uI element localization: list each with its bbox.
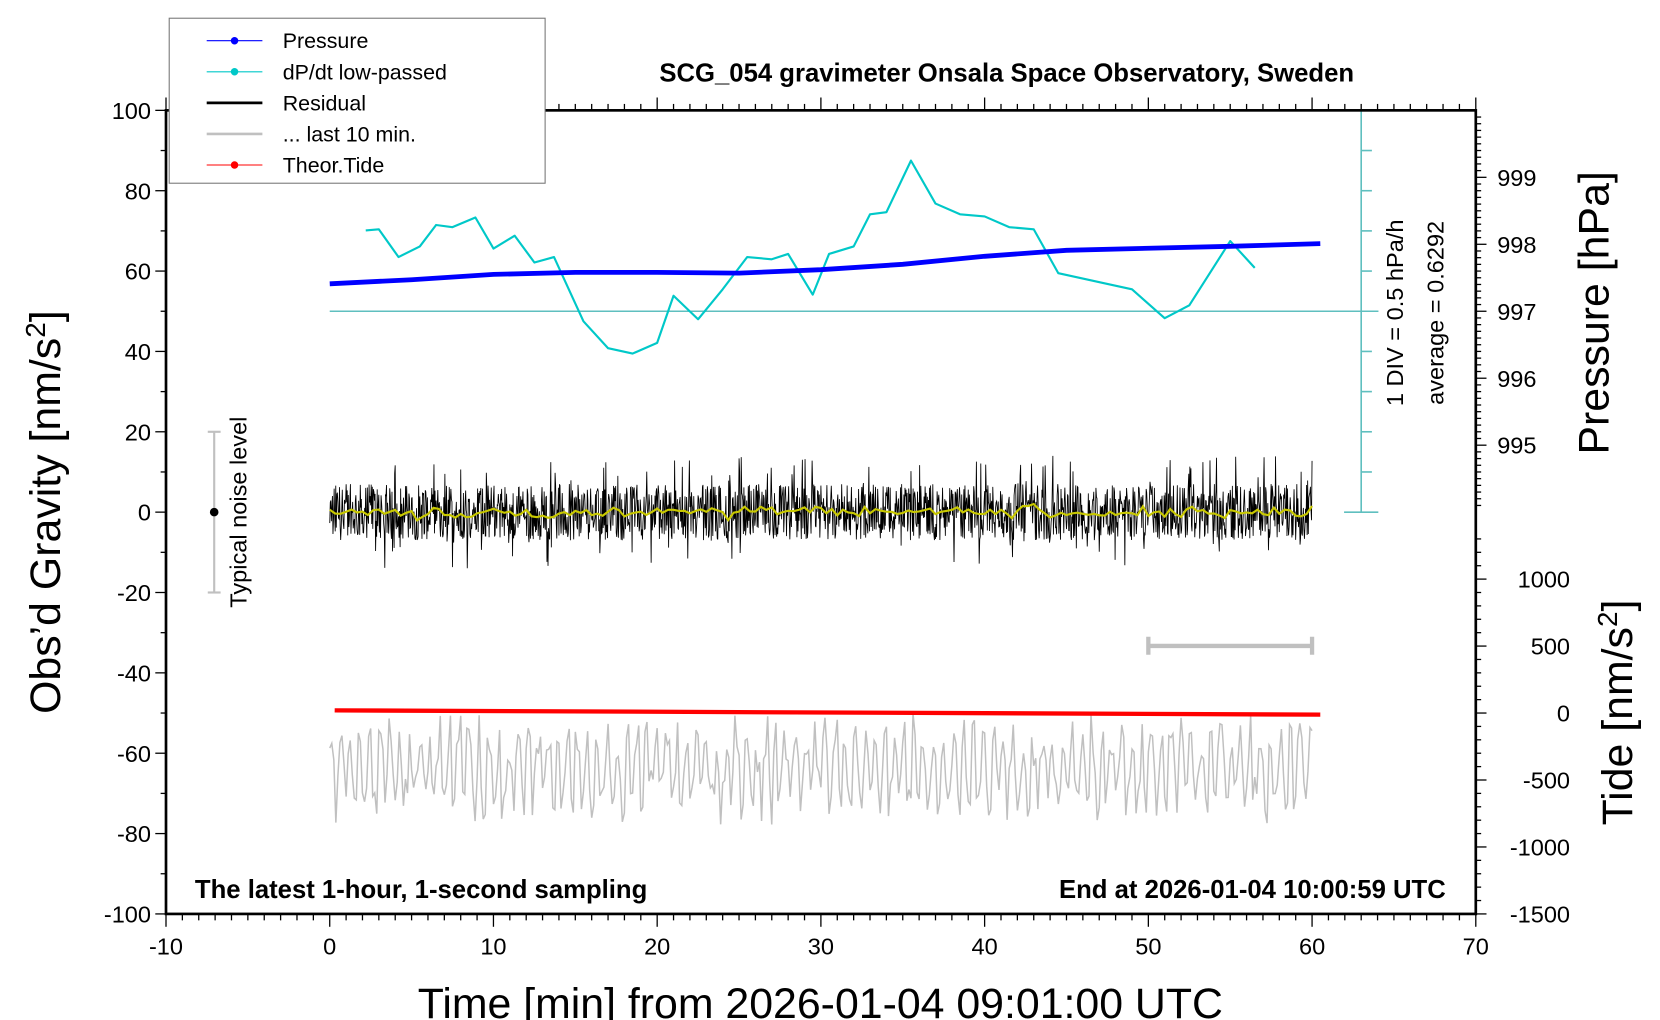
pressure-tick-label: 999	[1497, 165, 1536, 191]
legend: Pressure dP/dt low-passed Residual ... last…	[168, 17, 546, 184]
legend-marker	[230, 36, 239, 45]
x-tick-label: -10	[149, 934, 183, 960]
legend-item: Pressure	[206, 29, 369, 53]
last-10-min-line	[329, 713, 1313, 825]
tide-tick-label: 500	[1531, 634, 1570, 660]
pressure-tick-label: 996	[1497, 366, 1536, 392]
footer-right: End at 2026-01-04 10:00:59 UTC	[1059, 876, 1446, 904]
legend-box	[168, 17, 546, 184]
footer-left: The latest 1-hour, 1-second sampling	[195, 876, 647, 904]
x-tick-label: 60	[1299, 934, 1325, 960]
tide-tick-label: 0	[1557, 701, 1570, 727]
y-tick-label: -60	[117, 741, 151, 767]
series-lines	[207, 109, 1379, 825]
theor-tide-line	[334, 708, 1321, 717]
legend-label: Theor.Tide	[283, 153, 385, 177]
tide-tick-label: -1500	[1510, 901, 1570, 927]
y-tick-label: 100	[112, 98, 151, 124]
axis-ticks: -10 0 10 20 30 40 50 60 70100806040200-20-40-60-…	[104, 97, 1570, 960]
last-10-min-scale-bar	[1146, 636, 1315, 655]
y-tick-label: 60	[125, 259, 151, 285]
residual-line	[329, 455, 1313, 569]
y-tick-label: 20	[125, 419, 151, 445]
legend-item: dP/dt low-passed	[206, 60, 447, 84]
dpdt-div-label: 1 DIV = 0.5 hPa/h	[1382, 220, 1408, 407]
y-tick-label: -20	[117, 580, 151, 606]
noise-level-label: Typical noise level	[225, 417, 251, 608]
legend-item: Residual	[206, 91, 366, 115]
y-tick-label: -100	[104, 901, 151, 927]
pressure-tick-label: 995	[1497, 433, 1536, 459]
x-tick-label: 20	[644, 934, 670, 960]
y-tick-label: 0	[138, 500, 151, 526]
tide-tick-label: -500	[1523, 768, 1570, 794]
tide-axis-label: Tide [nm/s2]	[1592, 600, 1642, 826]
noise-level-dot	[209, 507, 219, 517]
x-tick-label: 40	[972, 934, 998, 960]
tide-tick-label: -1000	[1510, 835, 1570, 861]
dpdt-line	[365, 159, 1256, 355]
legend-item: Theor.Tide	[206, 153, 385, 178]
tide-tick-label: 1000	[1518, 567, 1570, 593]
pressure-axis-label: Pressure [hPa]	[1571, 171, 1619, 454]
pressure-tick-label: 998	[1497, 232, 1536, 258]
chart-title: SCG_054 gravimeter Onsala Space Observat…	[659, 59, 1354, 87]
pressure-tick-label: 997	[1497, 299, 1536, 325]
x-tick-label: 10	[480, 934, 506, 960]
legend-marker	[230, 161, 239, 169]
y-tick-label: 40	[125, 339, 151, 365]
y-axis-label: Obs’d Gravity [nm/s2]	[20, 310, 70, 714]
x-tick-label: 0	[323, 934, 336, 960]
pressure-line	[329, 241, 1321, 287]
y-tick-label: -40	[117, 660, 151, 686]
x-tick-label: 50	[1135, 934, 1161, 960]
legend-label: dP/dt low-passed	[283, 60, 447, 84]
x-axis-label: Time [min] from 2026-01-04 09:01:00 UTC	[418, 980, 1223, 1020]
x-tick-label: 30	[808, 934, 834, 960]
legend-label: Pressure	[283, 29, 369, 53]
y-tick-label: 80	[125, 178, 151, 204]
x-tick-label: 70	[1463, 934, 1489, 960]
legend-label: ... last 10 min.	[283, 122, 416, 146]
legend-item: ... last 10 min.	[206, 122, 416, 146]
legend-marker	[230, 68, 239, 76]
dpdt-average-label: average = 0.6292	[1423, 221, 1449, 405]
legend-label: Residual	[283, 91, 366, 115]
residual-smoothed-line	[329, 502, 1313, 523]
y-tick-label: -80	[117, 821, 151, 847]
plot-frame	[164, 109, 1478, 916]
